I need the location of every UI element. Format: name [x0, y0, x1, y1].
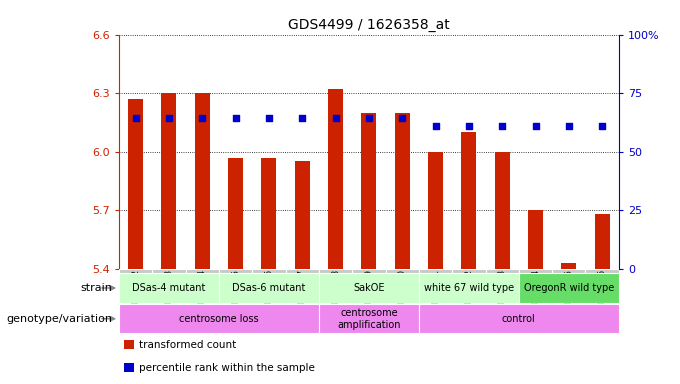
Point [464, 123, 475, 129]
Bar [561, 263, 577, 269]
Point [296, 116, 307, 122]
Text: GSM864366: GSM864366 [265, 269, 273, 320]
Text: genotype/variation: genotype/variation [6, 314, 112, 324]
Bar [419, 269, 452, 273]
Point [496, 123, 507, 129]
Text: percentile rank within the sample: percentile rank within the sample [139, 363, 315, 373]
Text: GSM864373: GSM864373 [498, 269, 507, 320]
Bar [319, 269, 352, 273]
Bar [428, 152, 443, 269]
Point [330, 116, 341, 122]
Text: white 67 wild type: white 67 wild type [424, 283, 514, 293]
Text: GSM864367: GSM864367 [298, 269, 307, 320]
Text: transformed count: transformed count [139, 340, 236, 350]
Bar [394, 113, 410, 269]
Text: SakOE: SakOE [353, 283, 385, 293]
Bar [124, 363, 134, 372]
Bar [119, 304, 319, 333]
Point [130, 116, 141, 122]
Point [563, 123, 574, 129]
Text: GSM864370: GSM864370 [398, 269, 407, 320]
Point [597, 123, 608, 129]
Bar [352, 269, 386, 273]
Text: centrosome loss: centrosome loss [179, 314, 259, 324]
Bar [486, 269, 519, 273]
Bar [361, 113, 377, 269]
Bar [328, 89, 343, 269]
Bar [128, 99, 143, 269]
Bar [286, 269, 319, 273]
Text: control: control [502, 314, 536, 324]
Text: GSM864372: GSM864372 [464, 269, 473, 320]
Bar [552, 269, 585, 273]
Text: GSM864376: GSM864376 [598, 269, 607, 320]
Bar [319, 304, 419, 333]
Bar [194, 93, 210, 269]
Bar [252, 269, 286, 273]
Title: GDS4499 / 1626358_at: GDS4499 / 1626358_at [288, 18, 449, 32]
Point [430, 123, 441, 129]
Bar [186, 269, 219, 273]
Bar [261, 157, 277, 269]
Text: GSM864362: GSM864362 [131, 269, 140, 320]
Bar [419, 273, 519, 303]
Bar [452, 269, 486, 273]
Point [397, 116, 408, 122]
Text: DSas-4 mutant: DSas-4 mutant [133, 283, 205, 293]
Point [364, 116, 375, 122]
Bar [528, 210, 543, 269]
Bar [519, 273, 619, 303]
Bar [294, 161, 310, 269]
Text: GSM864375: GSM864375 [564, 269, 573, 320]
Bar [161, 93, 177, 269]
Text: GSM864364: GSM864364 [198, 269, 207, 320]
Text: GSM864369: GSM864369 [364, 269, 373, 320]
Bar [461, 132, 477, 269]
Text: GSM864368: GSM864368 [331, 269, 340, 320]
Bar [386, 269, 419, 273]
Text: OregonR wild type: OregonR wild type [524, 283, 614, 293]
Text: GSM864363: GSM864363 [165, 269, 173, 320]
Text: DSas-6 mutant: DSas-6 mutant [233, 283, 305, 293]
Text: GSM864371: GSM864371 [431, 269, 440, 320]
Bar [124, 340, 134, 349]
Bar [152, 269, 186, 273]
Bar [594, 214, 610, 269]
Point [530, 123, 541, 129]
Bar [219, 269, 252, 273]
Bar [585, 269, 619, 273]
Point [197, 116, 208, 122]
Point [230, 116, 241, 122]
Text: GSM864365: GSM864365 [231, 269, 240, 320]
Text: strain: strain [80, 283, 112, 293]
Point [264, 116, 275, 122]
Bar [119, 273, 219, 303]
Bar [119, 269, 152, 273]
Text: GSM864374: GSM864374 [531, 269, 540, 320]
Point [164, 116, 174, 122]
Bar [319, 273, 419, 303]
Bar [219, 273, 319, 303]
Bar [519, 269, 552, 273]
Bar [228, 157, 243, 269]
Text: centrosome
amplification: centrosome amplification [337, 308, 401, 329]
Bar [419, 304, 619, 333]
Bar [494, 152, 510, 269]
